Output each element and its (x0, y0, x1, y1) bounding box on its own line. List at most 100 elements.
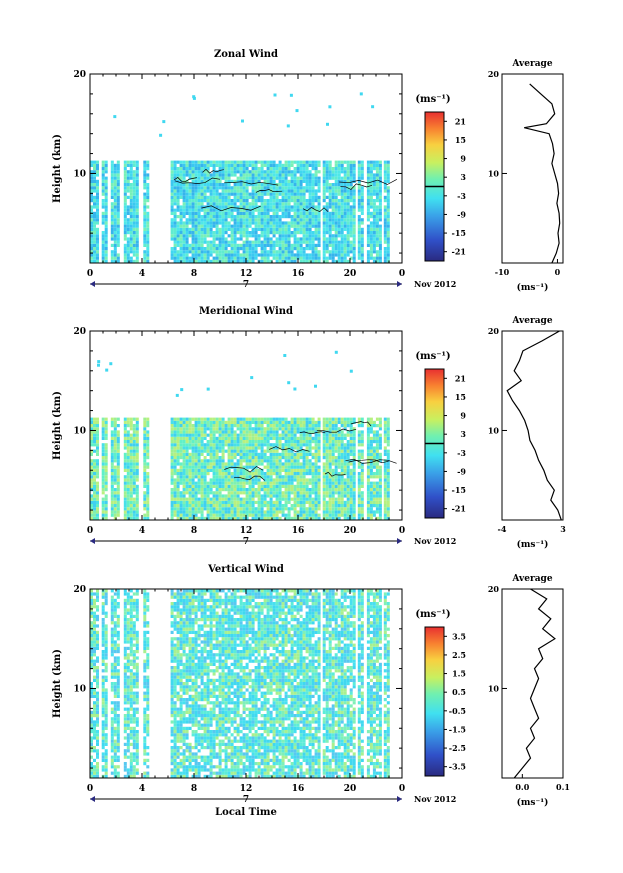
heatmap-cell (182, 167, 186, 171)
heatmap-cell (263, 179, 267, 183)
heatmap-cell (132, 195, 136, 199)
heatmap-cell (242, 167, 246, 171)
heatmap-cell (143, 237, 147, 241)
heatmap-cell (386, 240, 390, 244)
heatmap-cell (357, 504, 361, 508)
heatmap-cell (349, 440, 353, 444)
heatmap-cell (185, 462, 189, 466)
heatmap-cell (299, 205, 303, 209)
heatmap-cell (132, 500, 136, 504)
heatmap-cell (194, 500, 198, 504)
heatmap-cell (212, 513, 216, 517)
heatmap-cell (340, 170, 344, 174)
heatmap-cell (146, 491, 150, 495)
heatmap-cell (197, 417, 201, 421)
heatmap-cell (242, 256, 246, 260)
heatmap-cell (317, 446, 321, 450)
heatmap-cell (302, 516, 306, 520)
heatmap-cell (236, 183, 240, 187)
heatmap-cell (191, 436, 195, 440)
heatmap-cell (284, 163, 288, 167)
heatmap-cell (221, 250, 225, 254)
heatmap-cell (293, 459, 297, 463)
heatmap-cell (123, 205, 127, 209)
heatmap-cell (269, 179, 273, 183)
heatmap-cell (328, 176, 332, 180)
heatmap-cell (251, 253, 255, 257)
heatmap-cell (360, 513, 364, 517)
heatmap-cell (239, 176, 243, 180)
heatmap-cell (185, 472, 189, 476)
heatmap-cell (212, 510, 216, 514)
heatmap-cell (182, 494, 186, 498)
heatmap-cell (325, 224, 329, 228)
heatmap-cell (245, 160, 249, 164)
heatmap-cell (266, 449, 270, 453)
heatmap-cell (275, 199, 279, 203)
heatmap-cell (296, 430, 300, 434)
heatmap-cell (328, 449, 332, 453)
heatmap-cell (104, 465, 108, 469)
heatmap-cell (135, 221, 139, 225)
heatmap-cell (248, 253, 252, 257)
heatmap-cell (101, 218, 105, 222)
heatmap-cell (173, 452, 177, 456)
heatmap-cell (194, 247, 198, 251)
heatmap-cell (357, 440, 361, 444)
heatmap-cell (299, 516, 303, 520)
heatmap-cell (337, 488, 341, 492)
heatmap-cell (123, 433, 127, 437)
heatmap-cell (135, 208, 139, 212)
heatmap-cell (215, 488, 219, 492)
heatmap-cell (337, 491, 341, 495)
heatmap-cell (110, 224, 114, 228)
heatmap-cell (357, 243, 361, 247)
heatmap-cell (203, 218, 207, 222)
heatmap-cell (248, 452, 252, 456)
heatmap-cell (113, 189, 117, 193)
heatmap-cell (386, 173, 390, 177)
heatmap-cell (366, 189, 370, 193)
heatmap-cell (236, 247, 240, 251)
heatmap-cell (215, 247, 219, 251)
heatmap-cell (93, 199, 96, 203)
heatmap-cell (331, 202, 335, 206)
heatmap-cell (179, 211, 183, 215)
heatmap-cell (194, 443, 198, 447)
heatmap-cell (383, 215, 387, 219)
heatmap-cell (269, 231, 273, 235)
heatmap-cell (346, 234, 350, 238)
heatmap-cell (284, 240, 288, 244)
heatmap-cell (93, 436, 96, 440)
heatmap-cell (257, 208, 261, 212)
heatmap-cell (179, 179, 183, 183)
heatmap-cell (241, 119, 244, 123)
heatmap-cell (328, 420, 332, 424)
heatmap-cell (132, 253, 136, 257)
heatmap-cell (360, 218, 364, 222)
heatmap-cell (287, 256, 291, 260)
heatmap-cell (116, 227, 120, 231)
heatmap-cell (233, 510, 237, 514)
heatmap-cell (266, 183, 270, 187)
heatmap-cell (299, 481, 303, 485)
heatmap-cell (296, 176, 300, 180)
heatmap-cell (346, 507, 350, 511)
heatmap-cell (221, 211, 225, 215)
heatmap-cell (257, 507, 261, 511)
heatmap-cell (132, 497, 136, 501)
heatmap-cell (366, 253, 370, 257)
heatmap-cell (135, 224, 139, 228)
heatmap-cell (116, 440, 120, 444)
heatmap-cell (113, 456, 117, 460)
heatmap-cell (143, 176, 147, 180)
heatmap-cell (146, 449, 150, 453)
heatmap-cell (299, 494, 303, 498)
heatmap-cell (269, 250, 273, 254)
heatmap-cell (284, 456, 288, 460)
heatmap-cell (176, 488, 180, 492)
heatmap-cell (275, 456, 279, 460)
heatmap-cell (218, 205, 222, 209)
heatmap-cell (101, 430, 105, 434)
heatmap-cell (203, 163, 207, 167)
